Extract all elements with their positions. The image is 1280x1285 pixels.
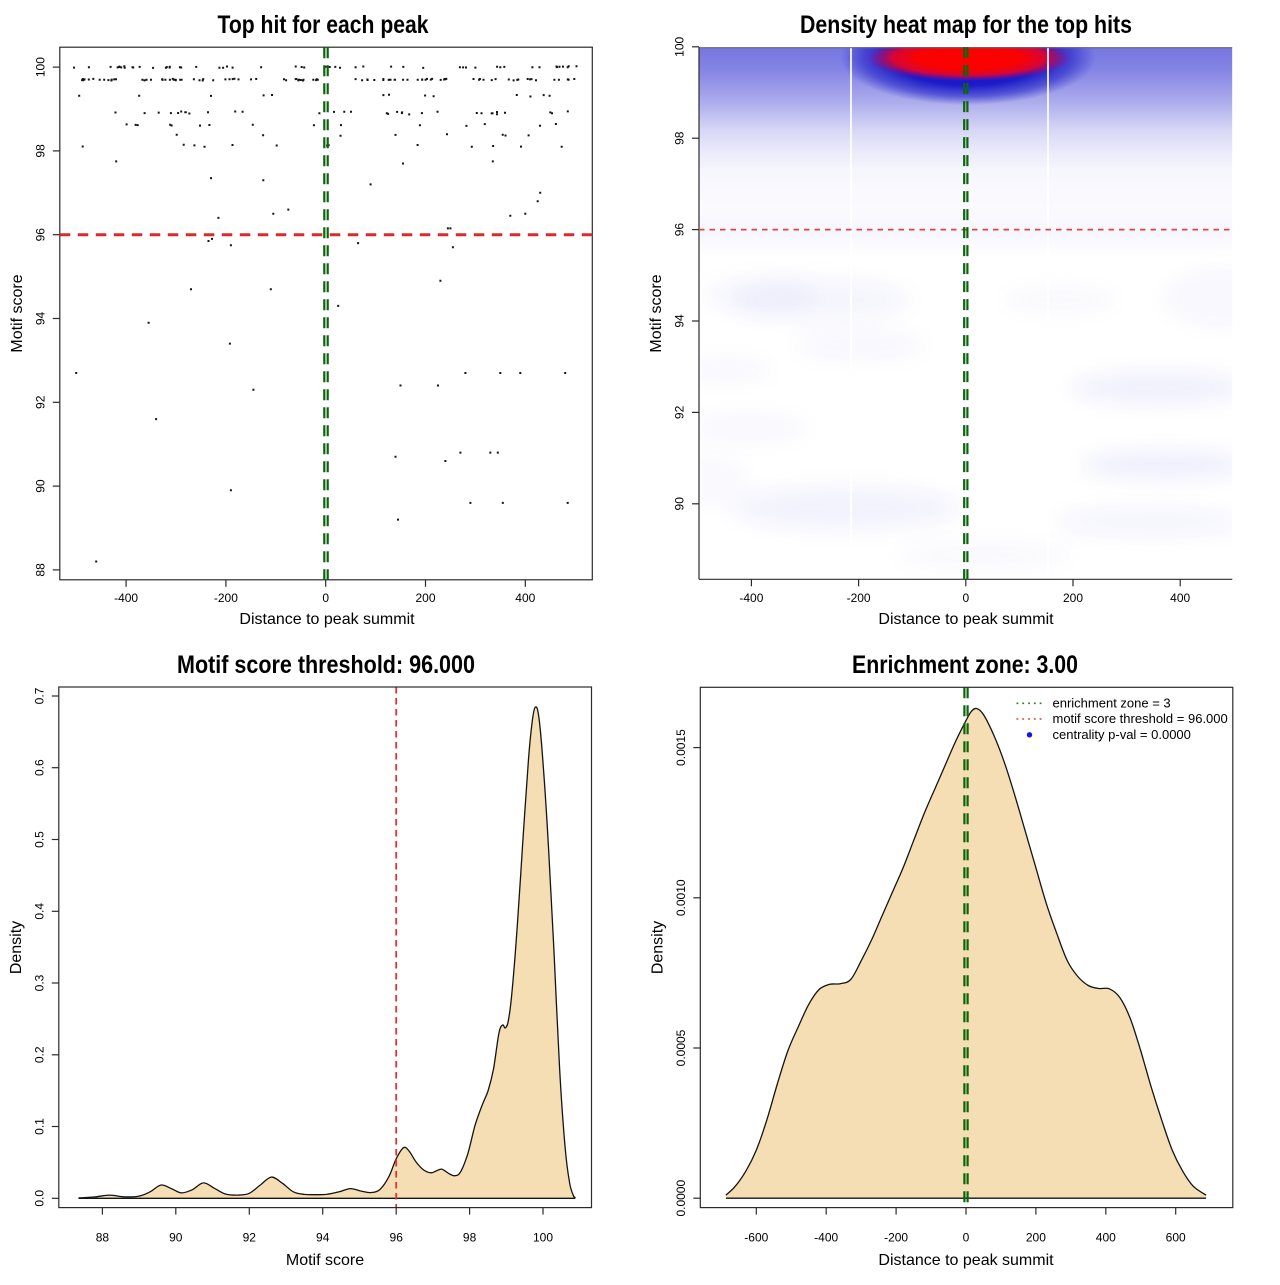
svg-text:200: 200 xyxy=(1063,591,1083,605)
svg-text:0.0000: 0.0000 xyxy=(674,1180,688,1217)
svg-text:100: 100 xyxy=(673,36,687,56)
svg-text:0: 0 xyxy=(322,591,329,605)
svg-text:Distance to peak summit: Distance to peak summit xyxy=(878,611,1054,628)
svg-text:Density heat map for the top h: Density heat map for the top hits xyxy=(800,11,1132,39)
svg-text:100: 100 xyxy=(34,57,48,77)
svg-text:0: 0 xyxy=(963,1231,970,1245)
svg-text:-200: -200 xyxy=(214,591,238,605)
svg-text:-400: -400 xyxy=(739,591,763,605)
svg-text:Distance to peak summit: Distance to peak summit xyxy=(878,1252,1054,1269)
svg-text:0.0015: 0.0015 xyxy=(674,729,688,766)
svg-text:Motif score: Motif score xyxy=(9,274,26,352)
svg-text:Distance to peak summit: Distance to peak summit xyxy=(239,611,415,628)
svg-text:600: 600 xyxy=(1166,1231,1186,1245)
svg-text:94: 94 xyxy=(34,312,48,326)
svg-text:96: 96 xyxy=(390,1231,404,1245)
svg-text:0.5: 0.5 xyxy=(33,831,47,848)
svg-text:90: 90 xyxy=(673,497,687,511)
svg-text:92: 92 xyxy=(673,405,687,419)
svg-text:98: 98 xyxy=(673,131,687,145)
svg-text:94: 94 xyxy=(316,1231,330,1245)
svg-text:90: 90 xyxy=(169,1231,183,1245)
svg-text:0.2: 0.2 xyxy=(33,1046,47,1063)
svg-text:92: 92 xyxy=(34,395,48,409)
svg-text:100: 100 xyxy=(533,1231,553,1245)
svg-text:-600: -600 xyxy=(744,1231,768,1245)
svg-text:98: 98 xyxy=(34,144,48,158)
svg-text:-400: -400 xyxy=(814,1231,838,1245)
svg-text:Enrichment zone: 3.00: Enrichment zone: 3.00 xyxy=(852,651,1078,679)
svg-text:0.6: 0.6 xyxy=(33,759,47,776)
svg-text:0.0: 0.0 xyxy=(33,1190,47,1207)
svg-text:Motif score: Motif score xyxy=(286,1252,364,1269)
svg-text:0.4: 0.4 xyxy=(33,903,47,920)
svg-text:Motif score threshold: 96.000: Motif score threshold: 96.000 xyxy=(177,651,475,679)
svg-text:Density: Density xyxy=(8,921,25,974)
svg-text:98: 98 xyxy=(463,1231,477,1245)
svg-text:88: 88 xyxy=(34,563,48,577)
svg-text:-200: -200 xyxy=(884,1231,908,1245)
svg-text:0: 0 xyxy=(962,591,969,605)
svg-text:enrichment zone = 3: enrichment zone = 3 xyxy=(1053,696,1171,711)
svg-text:200: 200 xyxy=(415,591,435,605)
svg-text:400: 400 xyxy=(1096,1231,1116,1245)
svg-text:400: 400 xyxy=(1170,591,1190,605)
svg-text:90: 90 xyxy=(34,479,48,493)
svg-text:Motif score: Motif score xyxy=(648,274,665,352)
svg-text:96: 96 xyxy=(34,228,48,242)
svg-text:94: 94 xyxy=(673,314,687,328)
svg-text:Top hit for each peak: Top hit for each peak xyxy=(218,11,429,39)
svg-text:0.0010: 0.0010 xyxy=(674,879,688,916)
svg-text:92: 92 xyxy=(243,1231,257,1245)
svg-text:88: 88 xyxy=(96,1231,110,1245)
svg-text:motif score threshold = 96.000: motif score threshold = 96.000 xyxy=(1053,711,1228,726)
svg-text:0.3: 0.3 xyxy=(33,974,47,991)
svg-text:96: 96 xyxy=(673,223,687,237)
svg-text:0.1: 0.1 xyxy=(33,1118,47,1135)
svg-text:0.7: 0.7 xyxy=(33,687,47,704)
svg-text:centrality p-val = 0.0000: centrality p-val = 0.0000 xyxy=(1053,727,1191,742)
svg-text:-400: -400 xyxy=(114,591,138,605)
svg-text:200: 200 xyxy=(1026,1231,1046,1245)
svg-text:Density: Density xyxy=(650,921,667,974)
svg-text:400: 400 xyxy=(515,591,535,605)
svg-text:0.0005: 0.0005 xyxy=(674,1029,688,1066)
svg-text:-200: -200 xyxy=(847,591,871,605)
